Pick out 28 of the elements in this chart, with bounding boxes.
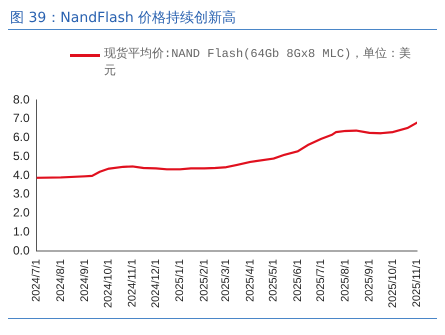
x-tick-label: 2025/6/1 (292, 259, 304, 302)
x-tick-label: 2025/1/1 (174, 259, 186, 302)
x-tick-label: 2025/10/1 (386, 259, 399, 308)
y-tick-label: 8.0 (12, 92, 30, 106)
y-tick-label: 7.0 (12, 111, 30, 126)
x-tick-label: 2024/8/1 (54, 259, 67, 302)
y-tick-label: 5.0 (12, 148, 30, 163)
legend-label: 现货平均价:NAND Flash(64Gb 8Gx8 MLC)，单位：美元 (104, 46, 412, 80)
x-tick-label: 2024/10/1 (102, 259, 114, 308)
y-tick-label: 1.0 (12, 224, 30, 238)
y-tick-label: 2.0 (12, 206, 30, 220)
y-tick-label: 0.0 (12, 243, 30, 258)
x-tick-label: 2024/11/1 (126, 259, 139, 308)
x-tick-label: 2025/2/1 (198, 259, 210, 302)
y-tick-label: 4.0 (12, 168, 30, 182)
y-tick-label: 6.0 (12, 130, 30, 144)
x-tick-label: 2024/7/1 (30, 259, 43, 302)
chart-title: 图 39：NandFlash 价格持续创新高 (9, 9, 238, 28)
y-tick-label: 3.0 (12, 186, 30, 201)
x-tick-label: 2025/4/1 (244, 259, 256, 302)
x-tick-label: 2025/3/1 (220, 259, 232, 302)
x-tick-label: 2025/7/1 (315, 259, 328, 302)
x-tick-label: 2025/8/1 (339, 259, 352, 302)
x-tick-label: 2025/5/1 (268, 259, 280, 302)
x-tick-label: 2025/9/1 (363, 259, 376, 302)
x-tick-label: 2025/11/1 (411, 259, 424, 308)
x-tick-label: 2024/12/1 (150, 259, 162, 308)
x-tick-label: 2024/9/1 (79, 259, 92, 302)
